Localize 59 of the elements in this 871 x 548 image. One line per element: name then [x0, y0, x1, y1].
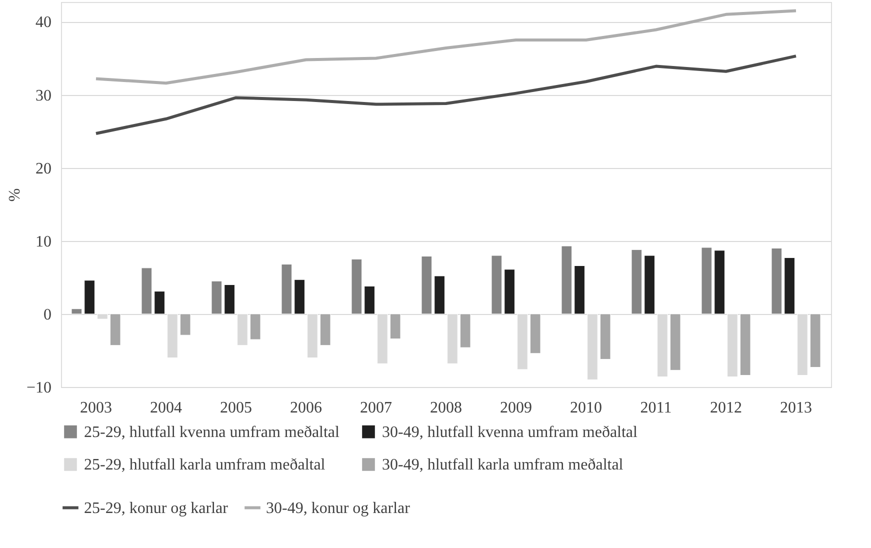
bar	[631, 249, 642, 314]
x-tick-label: 2003	[80, 400, 112, 416]
bar	[224, 284, 235, 314]
bar	[670, 314, 681, 370]
bar	[294, 279, 305, 314]
y-tick-label: −10	[26, 380, 52, 396]
x-tick-label: 2007	[360, 400, 392, 416]
legend-label: 30-49, hlutfall karla umfram meðaltal	[382, 456, 624, 474]
bar	[180, 314, 191, 336]
bar	[71, 308, 82, 314]
bar	[740, 314, 751, 376]
bar	[281, 264, 292, 314]
y-tick-label: 20	[36, 160, 52, 178]
x-tick-label: 2012	[710, 400, 742, 416]
y-tick-label: 30	[36, 87, 52, 104]
y-tick-label: 40	[36, 14, 52, 32]
bar	[320, 314, 331, 346]
bar	[390, 314, 401, 340]
bar	[434, 276, 445, 314]
x-tick-label: 2013	[780, 400, 812, 416]
legend-label: 30-49, konur og karlar	[266, 500, 411, 517]
bar	[421, 256, 432, 314]
x-tick-label: 2010	[570, 400, 602, 416]
bar	[504, 269, 515, 314]
bar	[110, 314, 121, 346]
bar	[644, 255, 655, 314]
bar	[574, 265, 585, 314]
bar	[84, 280, 95, 314]
bar	[154, 291, 165, 314]
y-tick-label: 0	[44, 306, 52, 324]
x-tick-label: 2009	[500, 400, 532, 416]
x-tick-label: 2004	[150, 400, 182, 416]
legend-label: 25-29, hlutfall kvenna umfram meðaltal	[84, 424, 340, 441]
legend-label: 25-29, konur og karlar	[84, 500, 229, 517]
x-tick-label: 2006	[290, 400, 322, 416]
bar	[714, 250, 725, 314]
x-tick-label: 2008	[430, 400, 462, 416]
line-series	[94, 9, 798, 85]
y-axis-title: %	[6, 188, 24, 202]
bar	[351, 258, 362, 314]
bar	[600, 314, 611, 360]
x-tick-label: 2011	[640, 400, 672, 416]
bar	[364, 286, 375, 314]
bar	[701, 247, 712, 314]
legend-label: 25-29, hlutfall karla umfram meðaltal	[84, 456, 326, 474]
bar	[810, 314, 821, 368]
bar	[491, 255, 502, 314]
bar	[771, 248, 782, 314]
y-tick-label: 10	[36, 233, 52, 250]
bar	[784, 257, 795, 314]
bar	[141, 268, 152, 314]
bar	[250, 314, 261, 340]
bar	[460, 314, 471, 348]
legend-label: 30-49, hlutfall kvenna umfram meðaltal	[382, 424, 638, 441]
bar	[211, 280, 222, 314]
bar	[561, 246, 572, 314]
line-series	[94, 54, 798, 135]
bar	[530, 314, 541, 354]
x-tick-label: 2005	[220, 400, 252, 416]
